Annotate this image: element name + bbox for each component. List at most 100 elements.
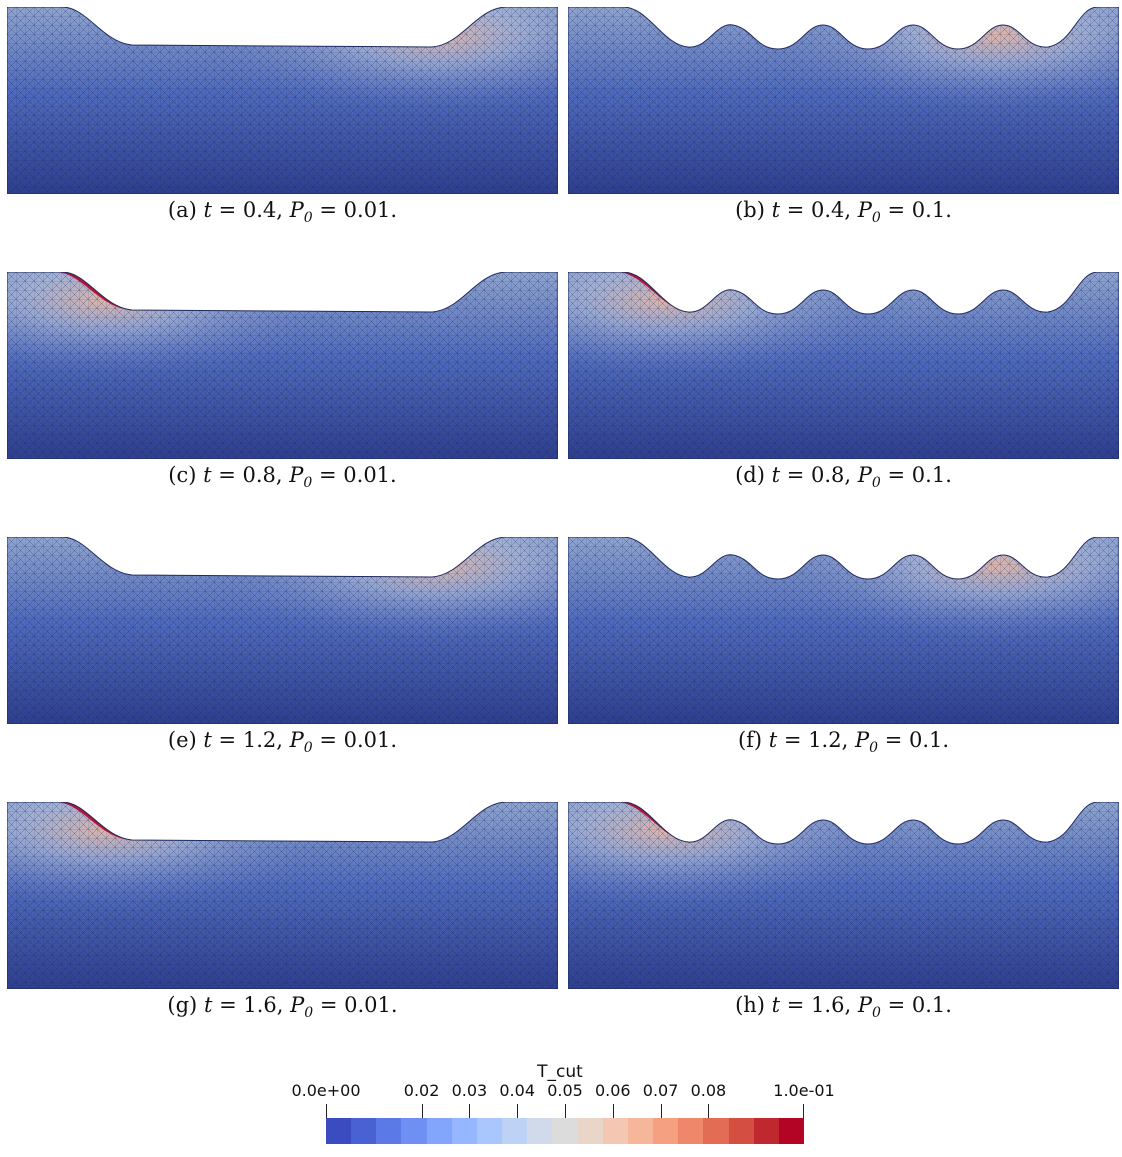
caption-letter: (h) [735, 993, 765, 1017]
mesh-grid [568, 802, 1119, 989]
mesh-grid [568, 7, 1119, 194]
panel-caption-c: (c) t = 0.8, P0 = 0.01. [168, 463, 397, 492]
colorbar-tick-label: 0.05 [547, 1081, 583, 1100]
colorbar-segment [502, 1118, 528, 1144]
colorbar-tick [660, 1104, 662, 1118]
colorbar-segment [401, 1118, 427, 1144]
colorbar-segment [653, 1118, 679, 1144]
colorbar-segment [426, 1118, 452, 1144]
colorbar-tick-label: 0.07 [642, 1081, 679, 1100]
colorbar-segment [627, 1118, 654, 1144]
colorbar-tick [469, 1104, 471, 1118]
colorbar-segment [728, 1118, 754, 1144]
colorbar: T_cut 0.0e+00 1.0e-01 0.02 0.03 0.04 0.05 0.… [260, 1062, 860, 1157]
domain-outline [568, 7, 1119, 194]
field-plot-e [7, 537, 558, 724]
panel-caption-h: (h) t = 1.6, P0 = 0.1. [735, 993, 952, 1022]
colorbar-segment [376, 1118, 402, 1144]
panel-caption-g: (g) t = 1.6, P0 = 0.01. [167, 993, 398, 1022]
caption-letter: (a) [167, 198, 197, 222]
colorbar-tick-label: 0.02 [403, 1081, 440, 1100]
colorbar-segment [351, 1118, 377, 1144]
domain-outline [568, 802, 1119, 989]
field-plot-g [7, 802, 558, 989]
domain-outline [568, 537, 1119, 724]
caption-time: 0.8 [242, 463, 276, 487]
mesh-grid [7, 802, 558, 989]
colorbar-tick [612, 1104, 614, 1118]
field-plot-f [568, 537, 1119, 724]
caption-p0: 0.01 [344, 993, 391, 1017]
colorbar-title: T_cut [537, 1062, 583, 1082]
simulation-panel-c [7, 272, 558, 459]
caption-time: 1.2 [242, 728, 277, 752]
colorbar-tick-min [326, 1104, 327, 1118]
simulation-panel-h [568, 802, 1119, 989]
panel-caption-a: (a) t = 0.4, P0 = 0.01. [167, 198, 398, 227]
caption-p0: 0.01 [343, 198, 391, 222]
colorbar-tick [517, 1104, 519, 1118]
panel-caption-f: (f) t = 1.2, P0 = 0.1. [737, 728, 950, 757]
colorbar-segment [703, 1118, 729, 1144]
caption-letter: (d) [735, 463, 765, 487]
hot-front [1008, 9, 1088, 25]
colorbar-tick-label: 0.08 [690, 1081, 727, 1100]
mesh-grid [7, 537, 558, 724]
domain-outline [7, 7, 558, 194]
hot-front [1008, 539, 1088, 555]
simulation-panel-f [568, 537, 1119, 724]
field-plot-a [7, 7, 558, 194]
panel-caption-e: (e) t = 1.2, P0 = 0.01. [167, 728, 398, 757]
simulation-panel-g [7, 802, 558, 989]
caption-time: 0.8 [811, 463, 845, 487]
colorbar-tick [565, 1104, 566, 1118]
caption-p0: 0.1 [908, 728, 943, 752]
field-plot-h [568, 802, 1119, 989]
mesh-grid [568, 537, 1119, 724]
caption-letter: (f) [737, 728, 763, 752]
colorbar-segment [451, 1118, 477, 1144]
panel-caption-d: (d) t = 0.8, P0 = 0.1. [735, 463, 952, 492]
colorbar-tick-label: 0.03 [451, 1081, 488, 1100]
colorbar-max-label: 1.0e-01 [773, 1081, 835, 1100]
colorbar-gradient [326, 1118, 804, 1144]
hot-front [55, 802, 133, 840]
colorbar-segment [527, 1118, 553, 1144]
caption-time: 0.4 [811, 198, 845, 222]
colorbar-segment [678, 1118, 704, 1144]
caption-time: 0.4 [242, 198, 277, 222]
simulation-panel-e [7, 537, 558, 724]
colorbar-tick [421, 1104, 423, 1118]
mesh-grid [7, 7, 558, 194]
colorbar-segment [602, 1118, 628, 1144]
caption-p0: 0.01 [343, 463, 391, 487]
field-plot-b [568, 7, 1119, 194]
colorbar-segment [476, 1118, 503, 1144]
caption-letter: (e) [167, 728, 197, 752]
colorbar-segment [778, 1118, 804, 1144]
domain-outline [7, 802, 558, 989]
domain-outline [7, 537, 558, 724]
field-plot-d [568, 272, 1119, 459]
caption-p0: 0.1 [911, 198, 946, 222]
colorbar-tick-label: 0.04 [499, 1081, 535, 1100]
colorbar-tick-label: 0.06 [594, 1081, 631, 1100]
mesh-grid [7, 272, 558, 459]
colorbar-tick-max [803, 1104, 804, 1118]
simulation-panel-d [568, 272, 1119, 459]
simulation-panel-b [568, 7, 1119, 194]
caption-letter: (g) [167, 993, 198, 1017]
caption-time: 1.6 [243, 993, 277, 1017]
domain-outline [568, 272, 1119, 459]
simulation-panel-a [7, 7, 558, 194]
caption-p0: 0.1 [911, 993, 946, 1017]
caption-letter: (b) [735, 198, 765, 222]
panel-caption-b: (b) t = 0.4, P0 = 0.1. [735, 198, 952, 227]
colorbar-segment [753, 1118, 779, 1144]
field-plot-c [7, 272, 558, 459]
colorbar-segment [326, 1118, 352, 1144]
colorbar-tick [708, 1104, 710, 1118]
caption-letter: (c) [168, 463, 197, 487]
hot-front [55, 272, 133, 310]
mesh-grid [568, 272, 1119, 459]
